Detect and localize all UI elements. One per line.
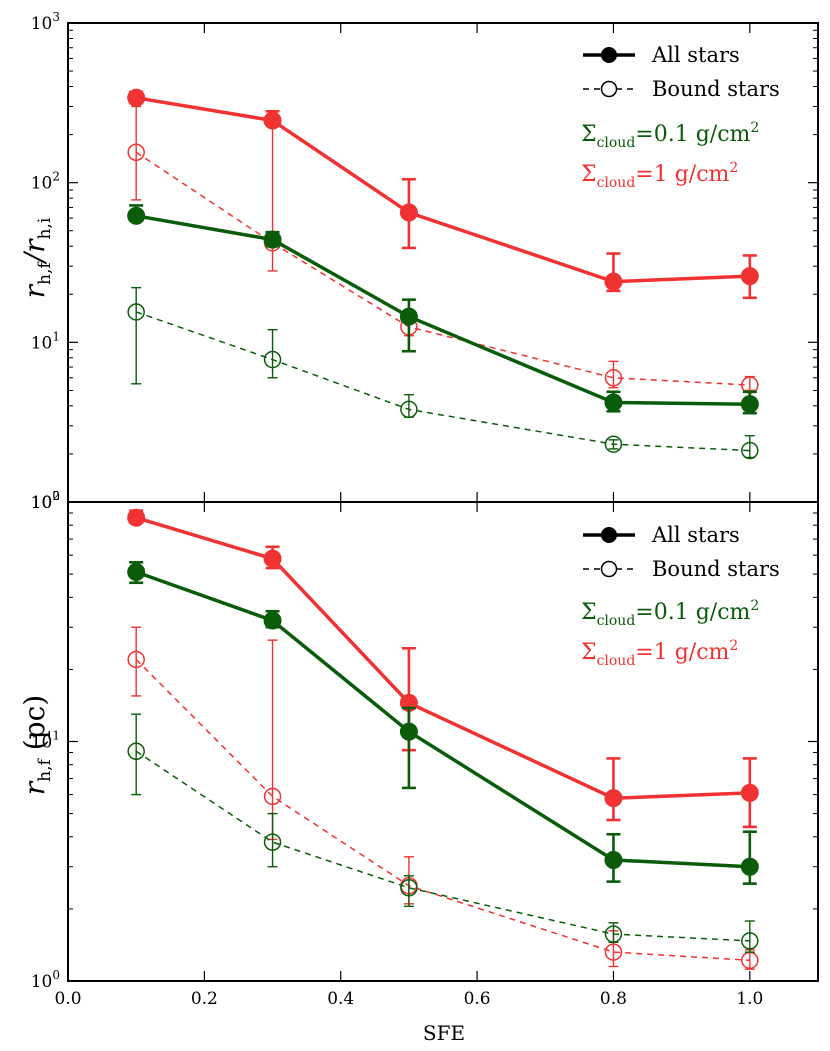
point-open xyxy=(263,833,282,851)
legend-sigma-red: Σcloud=1 g/cm2 xyxy=(581,638,738,669)
point-filled xyxy=(127,206,146,225)
x-tick-label: 0.0 xyxy=(54,989,81,1009)
legend-sigma-green: Σcloud=0.1 g/cm2 xyxy=(581,598,759,629)
y-tick-label: 102 xyxy=(31,489,60,513)
legend-sigma-red: Σcloud=1 g/cm2 xyxy=(581,160,738,191)
x-tick-label: 1.0 xyxy=(736,989,763,1009)
bottom-ylabel: rh,f (pc) xyxy=(18,695,55,795)
point-filled xyxy=(740,857,759,876)
series-red-all xyxy=(127,88,759,300)
point-filled xyxy=(263,611,282,630)
series-line xyxy=(135,311,750,452)
point-open xyxy=(127,143,145,162)
top-ylabel: rh,f/rh,i xyxy=(18,217,55,298)
x-axis-label: SFE xyxy=(423,1021,465,1045)
series-green-all xyxy=(127,204,759,415)
series-green-all xyxy=(127,561,759,885)
bottom-panel-frame xyxy=(67,501,819,982)
series-green-bound xyxy=(127,713,759,953)
bottom-panel-ticks: 100 101 102 0.0 0.2 0.4 0.6 0.8 1.0 xyxy=(31,489,818,1009)
point-filled xyxy=(399,307,418,326)
bottom-legend: All stars Bound stars Σcloud=0.1 g/cm2 Σ… xyxy=(581,523,780,669)
legend-all-label: All stars xyxy=(651,43,740,67)
point-filled xyxy=(127,88,146,107)
y-tick-label: 101 xyxy=(31,729,60,753)
series-line xyxy=(135,750,750,942)
point-filled xyxy=(740,783,759,802)
point-filled xyxy=(604,851,623,870)
point-open xyxy=(127,303,145,321)
series-line xyxy=(135,214,750,406)
series-green-bound xyxy=(127,286,759,460)
point-open xyxy=(400,879,418,897)
point-filled xyxy=(740,395,759,414)
series-red-bound xyxy=(127,105,759,394)
point-filled xyxy=(604,393,623,412)
legend-bound-label: Bound stars xyxy=(652,557,780,581)
x-tick-label: 0.4 xyxy=(327,989,354,1009)
x-tick-label: 0.8 xyxy=(600,989,627,1009)
x-tick-label: 0.2 xyxy=(191,989,218,1009)
point-open xyxy=(127,742,145,761)
point-filled xyxy=(604,272,623,291)
point-open xyxy=(604,369,623,387)
y-tick-label: 100 xyxy=(31,489,60,513)
bottom-panel-marks xyxy=(127,508,759,970)
legend-bound-marker xyxy=(600,80,618,98)
x-tick-label: 0.6 xyxy=(464,989,491,1009)
top-legend: All stars Bound stars Σcloud=0.1 g/cm2 Σ… xyxy=(581,43,780,191)
legend-bound-marker xyxy=(600,560,618,578)
point-open xyxy=(263,787,282,806)
point-filled xyxy=(399,722,418,741)
legend-all-marker xyxy=(601,47,617,63)
y-tick-label: 101 xyxy=(31,329,60,353)
point-filled xyxy=(127,508,146,527)
legend-all-marker xyxy=(601,527,617,543)
point-filled xyxy=(604,789,623,808)
legend-bound-label: Bound stars xyxy=(652,77,780,101)
point-filled xyxy=(740,267,759,286)
y-tick-label: 102 xyxy=(31,170,60,194)
point-filled xyxy=(263,549,282,568)
legend-sigma-green: Σcloud=0.1 g/cm2 xyxy=(581,120,759,151)
point-open xyxy=(263,350,282,369)
y-tick-label: 100 xyxy=(31,968,60,992)
point-open xyxy=(741,441,759,460)
point-open xyxy=(604,435,623,453)
series-red-all xyxy=(127,508,759,829)
series-red-bound xyxy=(127,626,759,970)
point-open xyxy=(604,943,623,961)
series-line xyxy=(135,151,750,386)
bottom-panel: 100 101 102 0.0 0.2 0.4 0.6 0.8 1.0 All stars Bo… xyxy=(18,489,819,1045)
series-line xyxy=(135,658,750,962)
point-open xyxy=(400,400,418,419)
point-filled xyxy=(127,563,146,582)
legend-all-label: All stars xyxy=(651,523,740,547)
y-tick-label: 103 xyxy=(31,10,60,34)
point-filled xyxy=(399,203,418,222)
point-open xyxy=(127,650,145,669)
top-panel: 100 101 102 103 All stars Bound stars Σclou… xyxy=(18,10,819,513)
point-filled xyxy=(263,230,282,249)
top-panel-marks xyxy=(127,88,759,460)
point-open xyxy=(741,932,759,950)
point-open xyxy=(604,925,623,943)
